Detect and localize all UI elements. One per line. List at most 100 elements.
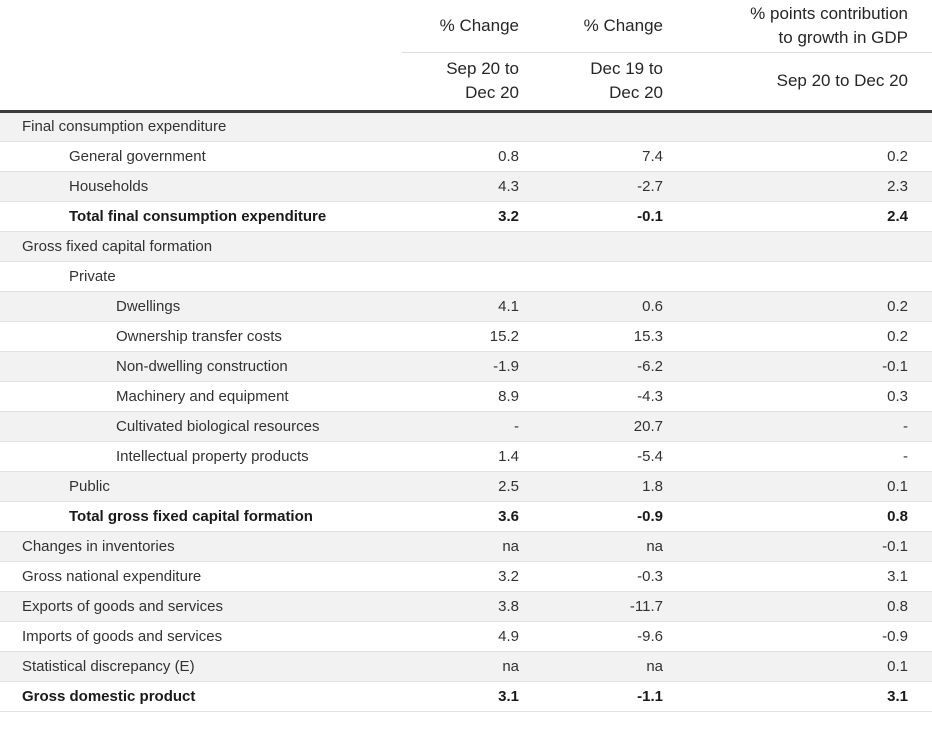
row-value: 2.5 xyxy=(402,471,530,502)
row-label: Public xyxy=(0,471,402,502)
row-value: 1.4 xyxy=(402,441,530,472)
row-label: Total final consumption expenditure xyxy=(0,201,402,232)
table-row: Total gross fixed capital formation 3.6 -0… xyxy=(0,501,932,532)
table-row: Changes in inventories na na -0.1 xyxy=(0,531,932,562)
row-value: 0.3 xyxy=(674,381,932,412)
row-value: 3.8 xyxy=(402,591,530,622)
row-value: -0.1 xyxy=(530,201,674,232)
header-col2-measure: % Change xyxy=(402,0,530,53)
row-value xyxy=(674,111,932,142)
table-row: Statistical discrepancy (E) na na 0.1 xyxy=(0,651,932,682)
table-row: Gross domestic product 3.1 -1.1 3.1 xyxy=(0,681,932,712)
header-col3-period: Dec 19 to Dec 20 xyxy=(530,52,674,113)
row-label: Intellectual property products xyxy=(0,441,402,472)
row-value: 0.6 xyxy=(530,291,674,322)
row-value: -9.6 xyxy=(530,621,674,652)
row-label: Non-dwelling construction xyxy=(0,351,402,382)
row-value: 4.3 xyxy=(402,171,530,202)
table-row: Total final consumption expenditure 3.2 -0… xyxy=(0,201,932,232)
row-label: Imports of goods and services xyxy=(0,621,402,652)
row-value xyxy=(674,231,932,262)
row-label: Cultivated biological resources xyxy=(0,411,402,442)
row-value: 4.1 xyxy=(402,291,530,322)
header-col4-measure: % points contribution to growth in GDP xyxy=(674,0,932,53)
row-value: -0.9 xyxy=(530,501,674,532)
header-col2-period: Sep 20 to Dec 20 xyxy=(402,52,530,113)
row-value: 0.2 xyxy=(674,141,932,172)
table-row: Machinery and equipment 8.9 -4.3 0.3 xyxy=(0,381,932,412)
table-header: % Change % Change % points contribution … xyxy=(0,0,932,113)
row-value: -2.7 xyxy=(530,171,674,202)
row-label: Changes in inventories xyxy=(0,531,402,562)
header-col2-measure-label: % Change xyxy=(439,15,519,35)
table-row: Ownership transfer costs 15.2 15.3 0.2 xyxy=(0,321,932,352)
table-row: Cultivated biological resources -20.7- xyxy=(0,411,932,442)
header-col3-period-line2: Dec 20 xyxy=(609,83,663,102)
table-row: Public 2.5 1.8 0.1 xyxy=(0,471,932,502)
row-value: 8.9 xyxy=(402,381,530,412)
row-value xyxy=(402,261,530,292)
row-value: -11.7 xyxy=(530,591,674,622)
row-value xyxy=(402,111,530,142)
row-value: na xyxy=(402,651,530,682)
row-label: Households xyxy=(0,171,402,202)
row-label: Ownership transfer costs xyxy=(0,321,402,352)
table-body: Final consumption expenditure General gov… xyxy=(0,111,932,712)
row-value xyxy=(674,261,932,292)
row-value: 0.1 xyxy=(674,471,932,502)
header-col2-period-line2: Dec 20 xyxy=(465,83,519,102)
row-value: -1.1 xyxy=(530,681,674,712)
row-value: 7.4 xyxy=(530,141,674,172)
row-value: na xyxy=(530,651,674,682)
row-value xyxy=(402,231,530,262)
row-value: 3.1 xyxy=(402,681,530,712)
row-value: na xyxy=(402,531,530,562)
row-label: Gross national expenditure xyxy=(0,561,402,592)
table-row: Dwellings 4.1 0.6 0.2 xyxy=(0,291,932,322)
header-col4-period: Sep 20 to Dec 20 xyxy=(674,52,932,113)
header-col2-period-line1: Sep 20 to xyxy=(446,59,519,78)
table-row: Non-dwelling construction -1.9 -6.2 -0.1 xyxy=(0,351,932,382)
header-period-row: Sep 20 to Dec 20 Dec 19 to Dec 20 Sep 20… xyxy=(0,52,932,113)
row-value: 3.6 xyxy=(402,501,530,532)
national-accounts-table: % Change % Change % points contribution … xyxy=(0,0,932,712)
row-label: Exports of goods and services xyxy=(0,591,402,622)
row-label: Gross domestic product xyxy=(0,681,402,712)
row-label: Private xyxy=(0,261,402,292)
row-value: 0.2 xyxy=(674,321,932,352)
row-label: Gross fixed capital formation xyxy=(0,231,402,262)
row-label: Machinery and equipment xyxy=(0,381,402,412)
row-value: 3.1 xyxy=(674,681,932,712)
row-label: Statistical discrepancy (E) xyxy=(0,651,402,682)
row-value: -0.9 xyxy=(674,621,932,652)
row-value: -1.9 xyxy=(402,351,530,382)
table-row: Gross national expenditure 3.2 -0.3 3.1 xyxy=(0,561,932,592)
header-col4-measure-line2: to growth in GDP xyxy=(778,27,908,47)
row-value: -6.2 xyxy=(530,351,674,382)
header-col4-period-label: Sep 20 to Dec 20 xyxy=(776,71,908,90)
row-value: 2.4 xyxy=(674,201,932,232)
row-value: 0.8 xyxy=(674,501,932,532)
header-col3-measure: % Change xyxy=(530,0,674,53)
row-value: - xyxy=(674,441,932,472)
row-label: Final consumption expenditure xyxy=(0,111,402,142)
table-row: Private xyxy=(0,261,932,292)
row-value: 15.2 xyxy=(402,321,530,352)
header-empty-cell xyxy=(0,52,402,113)
row-label: General government xyxy=(0,141,402,172)
row-value: 0.1 xyxy=(674,651,932,682)
row-value: 20.7 xyxy=(530,411,674,442)
table-row: General government 0.8 7.4 0.2 xyxy=(0,141,932,172)
row-value: -4.3 xyxy=(530,381,674,412)
header-empty-cell xyxy=(0,0,402,52)
row-value: 0.8 xyxy=(402,141,530,172)
row-value: 1.8 xyxy=(530,471,674,502)
row-value: 3.1 xyxy=(674,561,932,592)
row-value: -0.3 xyxy=(530,561,674,592)
table-row: Imports of goods and services 4.9 -9.6 -0.9 xyxy=(0,621,932,652)
row-label: Total gross fixed capital formation xyxy=(0,501,402,532)
row-value: - xyxy=(674,411,932,442)
row-value xyxy=(530,261,674,292)
row-value: 4.9 xyxy=(402,621,530,652)
row-value: - xyxy=(402,411,530,442)
